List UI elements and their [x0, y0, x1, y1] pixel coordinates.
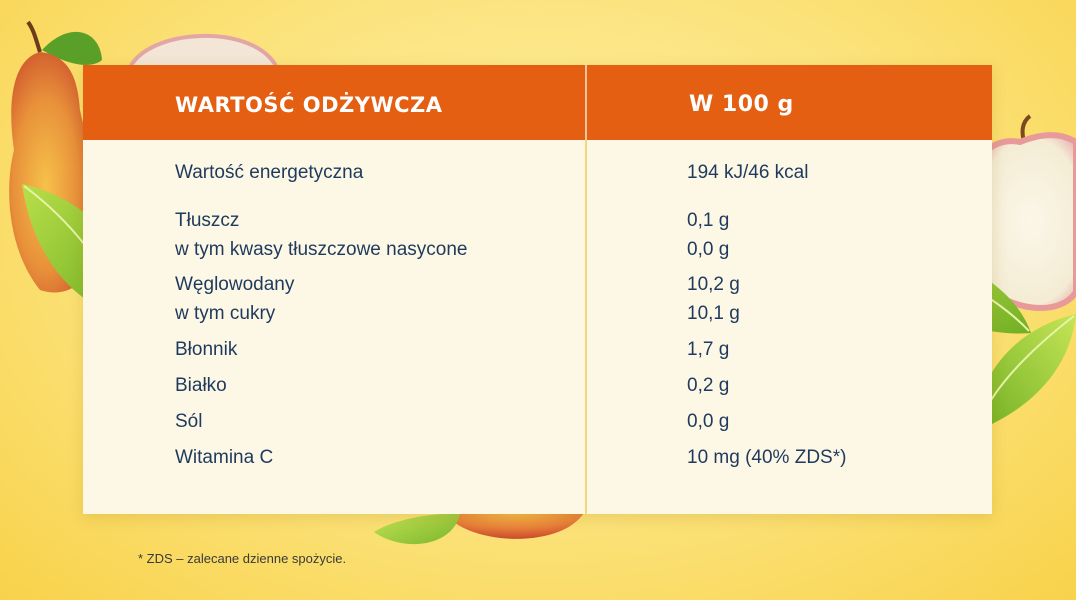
nutrient-value: 194 kJ/46 kcal	[687, 162, 809, 183]
nutrient-value: 0,1 g	[687, 210, 730, 231]
nutrient-name: Wartość energetyczna	[175, 162, 364, 183]
table-header: WARTOŚĆ ODŻYWCZA W 100 g	[83, 65, 992, 140]
leaf-icon	[374, 513, 460, 545]
nutrient-name: w tym kwasy tłuszczowe nasycone	[175, 239, 468, 260]
nutrition-table: WARTOŚĆ ODŻYWCZA W 100 g Wartość energet…	[83, 65, 992, 514]
nutrient-value: 1,7 g	[687, 339, 730, 360]
nutrient-name: Białko	[175, 375, 227, 396]
header-divider	[585, 65, 587, 140]
header-per-100g: W 100 g	[689, 92, 794, 117]
nutrient-name: Tłuszcz	[175, 210, 240, 231]
nutrient-name: w tym cukry	[175, 303, 276, 324]
nutrient-name: Sól	[175, 411, 203, 432]
header-nutrition-value: WARTOŚĆ ODŻYWCZA	[175, 93, 443, 117]
nutrient-name: Węglowodany	[175, 274, 295, 295]
nutrient-name: Witamina C	[175, 447, 274, 468]
nutrient-name: Błonnik	[175, 339, 238, 360]
nutrient-value: 10,2 g	[687, 274, 740, 295]
nutrient-value: 10 mg (40% ZDS*)	[687, 447, 847, 468]
nutrient-value: 10,1 g	[687, 303, 740, 324]
nutrient-value: 0,2 g	[687, 375, 730, 396]
apple-slice-icon	[126, 33, 280, 73]
nutrient-value: 0,0 g	[687, 239, 730, 260]
footnote: * ZDS – zalecane dzienne spożycie.	[138, 551, 347, 566]
nutrient-value: 0,0 g	[687, 411, 730, 432]
column-divider	[585, 65, 587, 514]
